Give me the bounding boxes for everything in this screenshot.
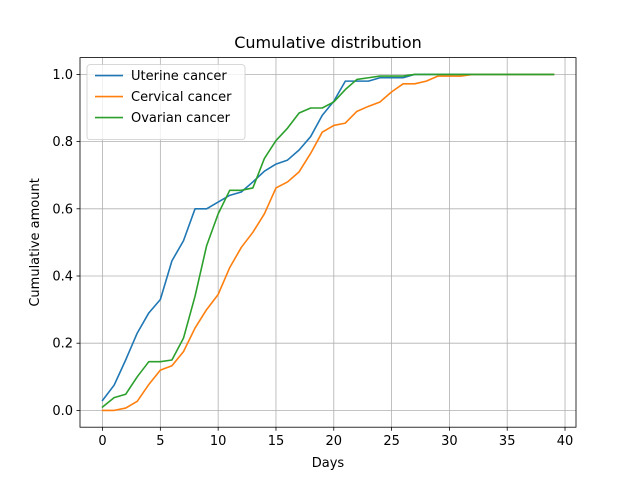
x-tick-label: 5 [156, 434, 164, 449]
legend-label: Uterine cancer [131, 69, 227, 84]
x-tick-label: 10 [210, 434, 227, 449]
legend-label: Ovarian cancer [131, 111, 231, 126]
x-tick-label: 40 [557, 434, 574, 449]
series-lines [101, 73, 555, 412]
y-tick-label: 0.6 [52, 202, 73, 217]
y-tick-label: 1.0 [52, 68, 73, 83]
y-tick-label: 0.2 [52, 337, 73, 352]
y-axis-label: Cumulative amount [28, 178, 43, 307]
x-tick-label: 30 [441, 434, 458, 449]
legend: Uterine cancer Cervical cancer Ovarian can… [86, 64, 246, 140]
legend-label: Cervical cancer [131, 90, 232, 105]
chart-title: Cumulative distribution [234, 33, 422, 52]
y-tick-label: 0.8 [52, 135, 73, 150]
x-tick-label: 15 [268, 434, 285, 449]
axis-ticks: 0 5 10 15 20 25 30 35 40 0.0 0.2 0.4 0.6 0.8 1.0 [52, 68, 573, 449]
plot-frame [79, 57, 577, 428]
y-tick-label: 0.4 [52, 270, 73, 285]
x-tick-label: 0 [98, 434, 106, 449]
x-axis-label: Days [312, 456, 345, 471]
x-tick-label: 35 [499, 434, 516, 449]
legend-box [86, 64, 246, 140]
x-tick-label: 20 [326, 434, 343, 449]
x-tick-label: 25 [383, 434, 400, 449]
series-line-ovarian-cancer [101, 73, 555, 409]
y-tick-label: 0.0 [52, 404, 73, 419]
